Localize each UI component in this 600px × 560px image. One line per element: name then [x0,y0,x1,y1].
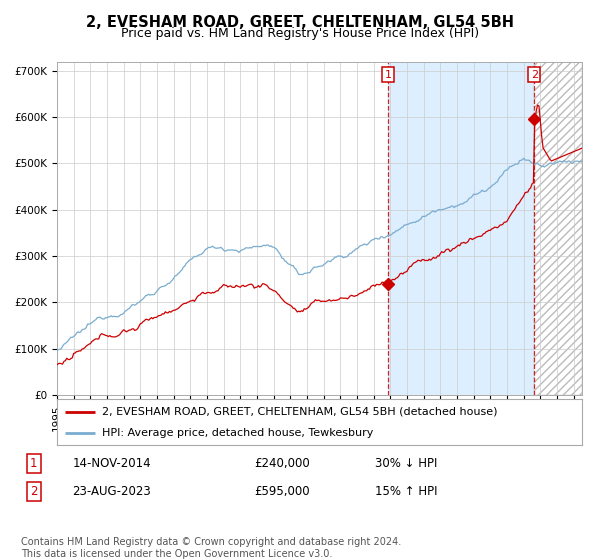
Bar [535,62,582,395]
Text: Price paid vs. HM Land Registry's House Price Index (HPI): Price paid vs. HM Land Registry's House … [121,27,479,40]
Text: Contains HM Land Registry data © Crown copyright and database right 2024.
This d: Contains HM Land Registry data © Crown c… [21,537,401,559]
Text: 14-NOV-2014: 14-NOV-2014 [73,456,151,470]
Text: 15% ↑ HPI: 15% ↑ HPI [375,486,437,498]
Text: 1: 1 [30,456,38,470]
Text: 23-AUG-2023: 23-AUG-2023 [73,486,151,498]
Text: HPI: Average price, detached house, Tewkesbury: HPI: Average price, detached house, Tewk… [101,428,373,438]
Text: 2, EVESHAM ROAD, GREET, CHELTENHAM, GL54 5BH (detached house): 2, EVESHAM ROAD, GREET, CHELTENHAM, GL54… [101,407,497,417]
Text: £240,000: £240,000 [254,456,310,470]
Text: 1: 1 [385,70,392,80]
Text: 2, EVESHAM ROAD, GREET, CHELTENHAM, GL54 5BH: 2, EVESHAM ROAD, GREET, CHELTENHAM, GL54… [86,15,514,30]
Bar [388,62,535,395]
Text: £595,000: £595,000 [254,486,310,498]
Text: 2: 2 [531,70,538,80]
Text: 30% ↓ HPI: 30% ↓ HPI [375,456,437,470]
Text: 2: 2 [30,486,38,498]
